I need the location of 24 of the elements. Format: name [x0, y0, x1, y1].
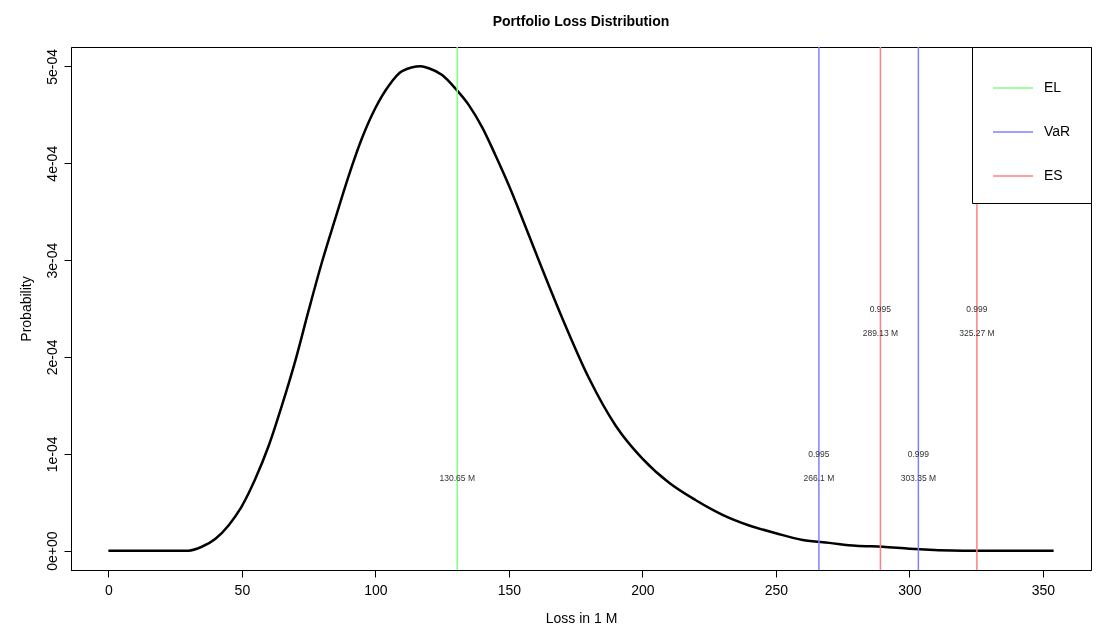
x-tick-label: 350 — [1031, 581, 1056, 598]
chart-title: Portfolio Loss Distribution — [492, 12, 670, 29]
x-tick-label: 300 — [898, 581, 922, 598]
x-tick-label: 250 — [764, 581, 789, 598]
annotation: 266.1 M — [803, 472, 835, 483]
legend-label: VaR — [1044, 123, 1071, 139]
x-tick-label: 200 — [631, 581, 655, 598]
annotation: 0.999 — [966, 303, 988, 314]
annotation: 0.995 — [808, 448, 830, 459]
x-tick-label: 150 — [497, 581, 522, 598]
legend-label: ES — [1044, 167, 1063, 183]
y-tick-label: 0e+00 — [43, 531, 60, 571]
y-tick-label: 5e-04 — [43, 48, 60, 85]
legend-label: EL — [1044, 79, 1062, 95]
y-tick-label: 1e-04 — [43, 436, 60, 473]
y-tick-label: 4e-04 — [43, 145, 60, 182]
annotation: 325.27 M — [959, 327, 995, 338]
x-tick-label: 0 — [104, 581, 113, 598]
y-axis-title: Probability — [17, 276, 34, 342]
y-tick-label: 2e-04 — [43, 339, 60, 376]
y-tick-label: 3e-04 — [43, 242, 60, 279]
x-tick-label: 100 — [364, 581, 388, 598]
x-axis-title: Loss in 1 M — [545, 609, 618, 626]
x-tick-label: 50 — [234, 581, 251, 598]
